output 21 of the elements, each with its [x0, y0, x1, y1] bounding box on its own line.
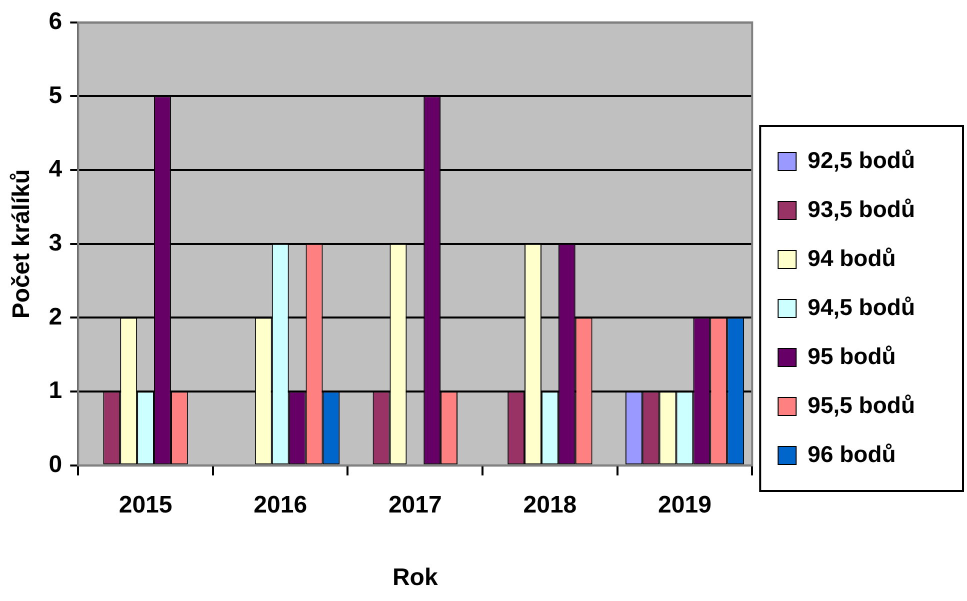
legend-label: 95,5 bodů — [808, 392, 916, 418]
y-tick-label: 6 — [48, 8, 62, 36]
x-tick-label: 2018 — [523, 491, 577, 518]
legend-label: 92,5 bodů — [808, 146, 916, 173]
y-axis-title: Počet králíků — [8, 169, 36, 319]
legend-label: 95 bodů — [808, 342, 896, 369]
x-tick-label: 2019 — [658, 491, 712, 518]
y-tick-label: 0 — [48, 451, 62, 478]
legend-label: 94 bodů — [808, 244, 896, 271]
x-tick-label: 2016 — [254, 491, 308, 518]
y-tick-label: 3 — [48, 230, 62, 257]
y-tick-label: 5 — [48, 82, 62, 109]
y-tick-label: 2 — [48, 303, 62, 330]
legend-label: 96 bodů — [808, 440, 896, 467]
legend-label: 94,5 bodů — [808, 294, 916, 320]
y-tick-label: 1 — [48, 377, 62, 404]
x-tick-label: 2015 — [118, 491, 172, 518]
legend-label: 93,5 bodů — [808, 196, 916, 222]
y-tick-label: 4 — [48, 156, 63, 183]
x-tick-label: 2017 — [388, 491, 442, 518]
x-axis-title: Rok — [392, 564, 438, 592]
